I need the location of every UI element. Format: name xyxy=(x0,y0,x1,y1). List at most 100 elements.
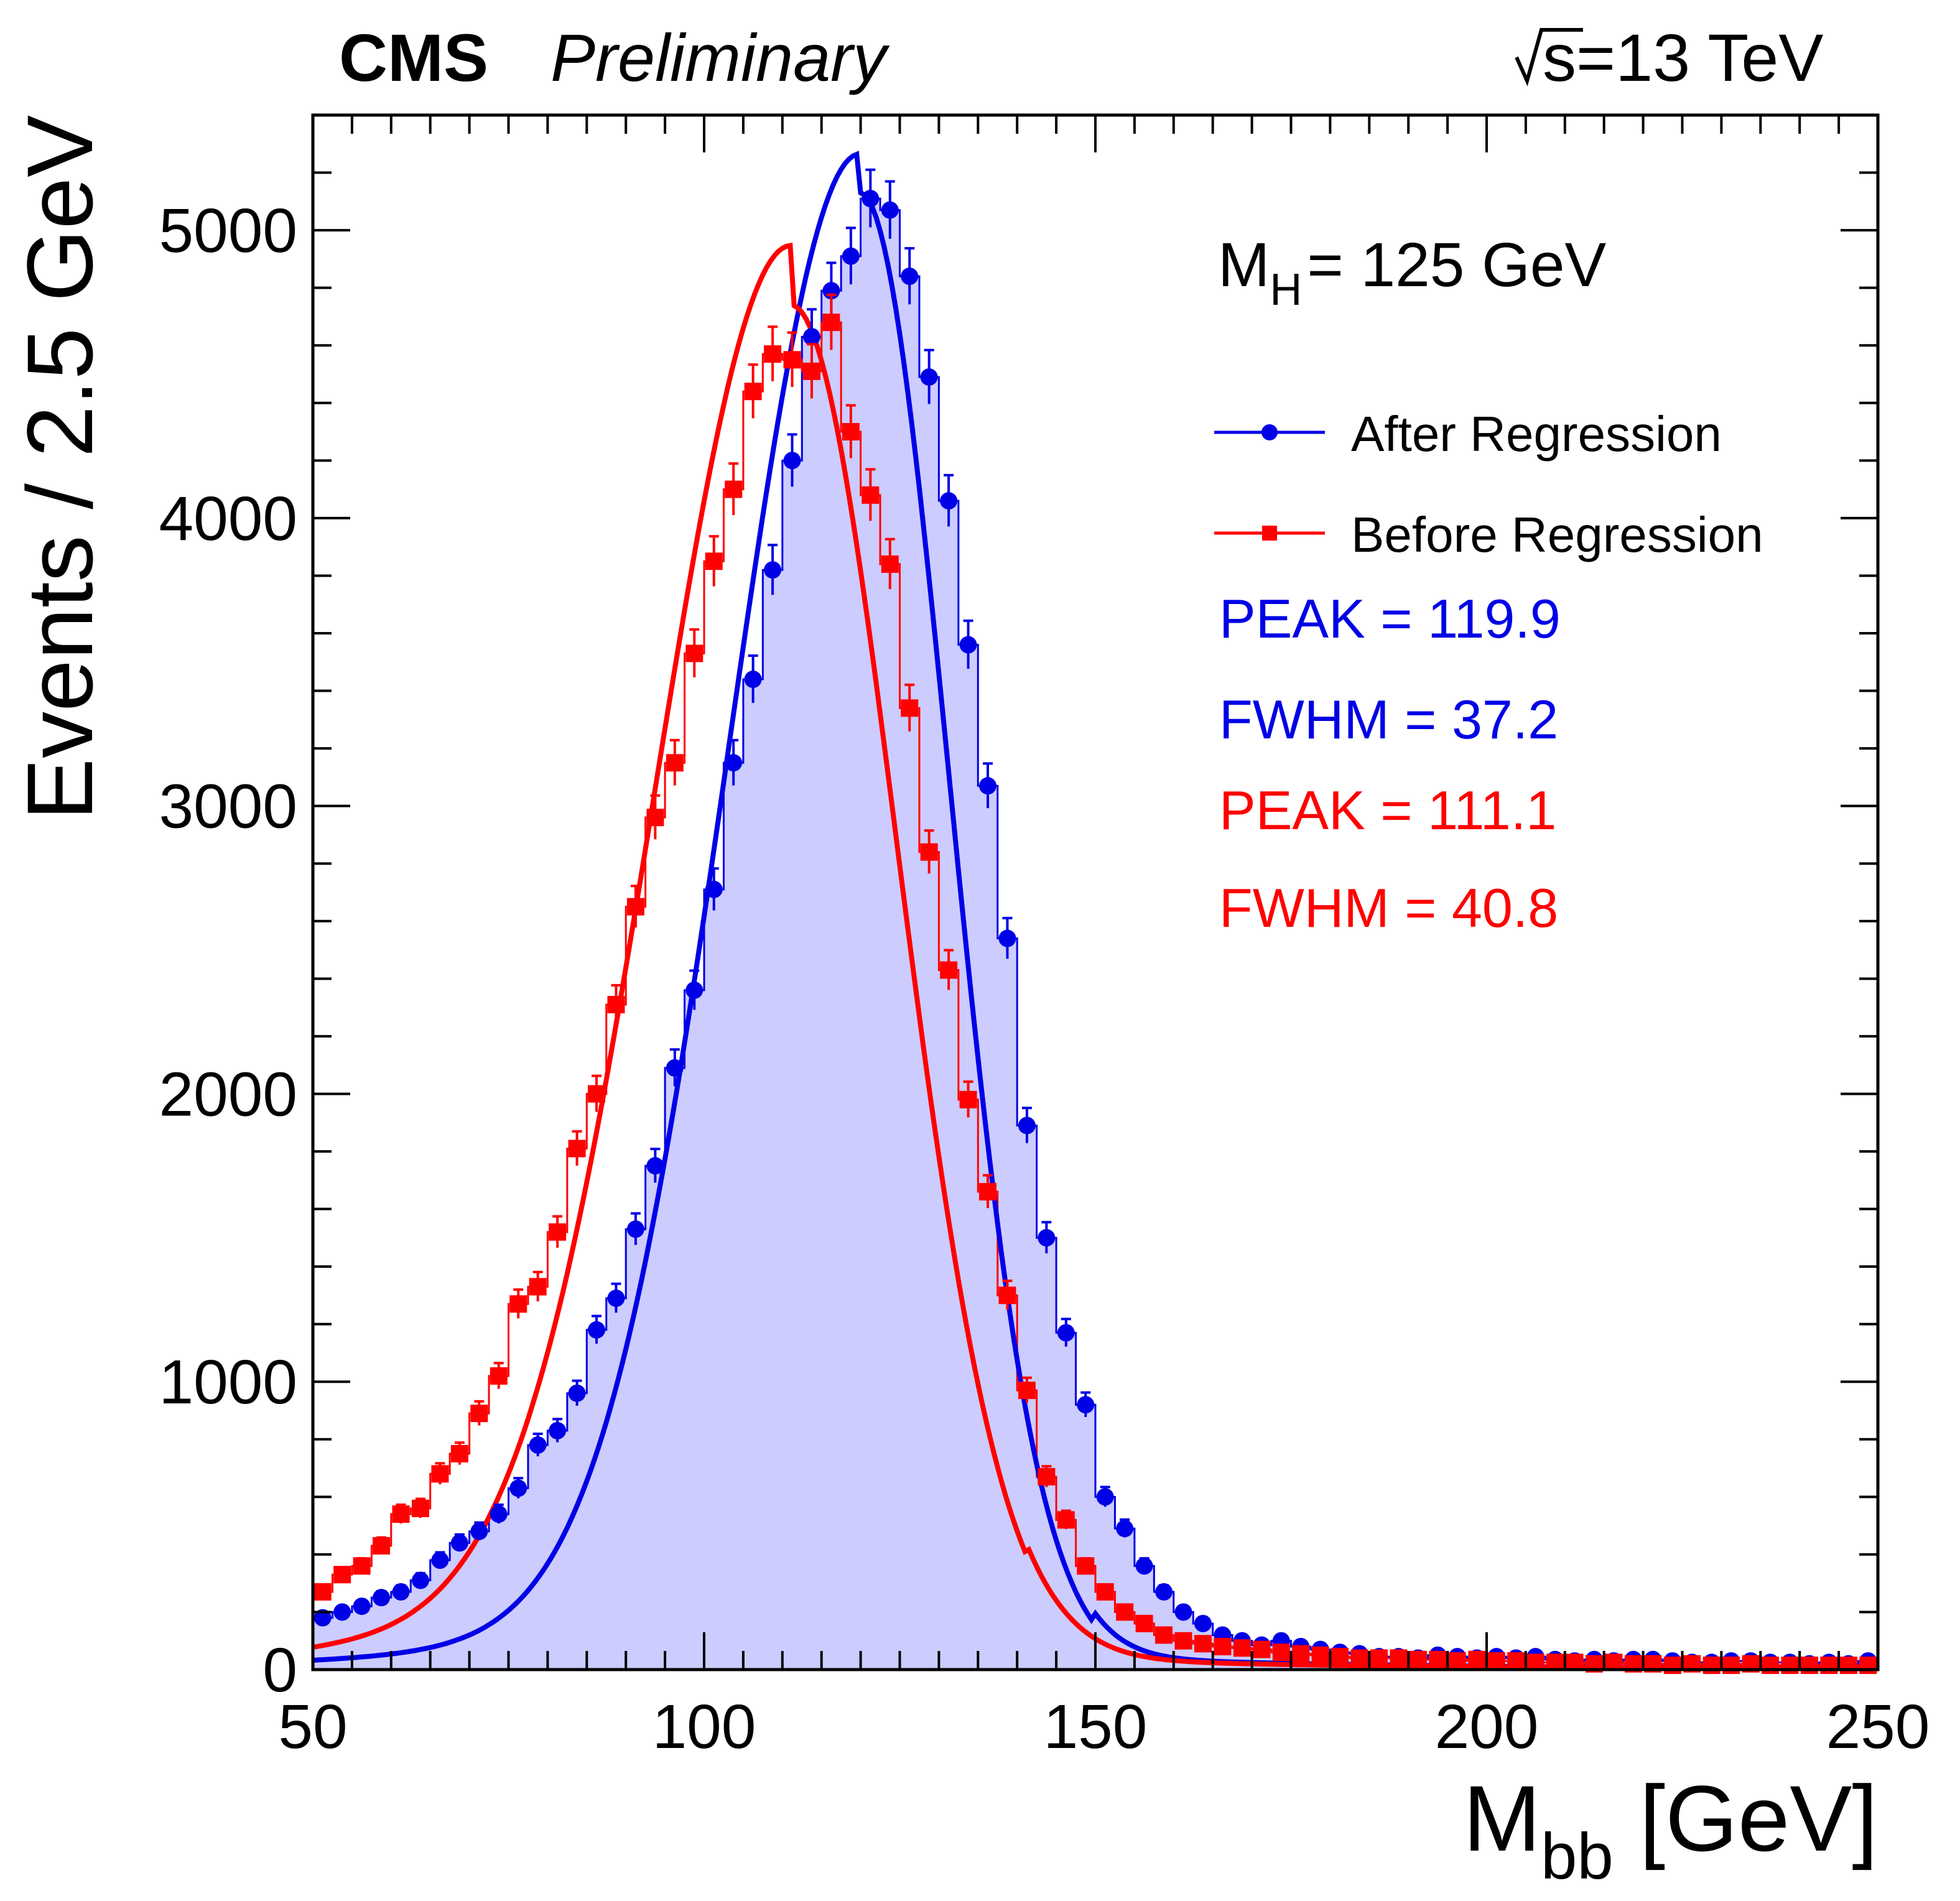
energy-value: =13 TeV xyxy=(1576,20,1823,95)
data-point xyxy=(1174,1632,1192,1650)
legend-before-label: Before Regression xyxy=(1351,507,1763,562)
data-point xyxy=(1839,1657,1857,1675)
data-point xyxy=(1135,1614,1153,1632)
data-point xyxy=(490,1505,508,1523)
data-point xyxy=(881,201,899,219)
data-point xyxy=(725,754,743,772)
data-point xyxy=(646,809,664,827)
after-peak-label: PEAK = 119.9 xyxy=(1219,588,1561,649)
data-point xyxy=(764,345,782,363)
legend-after-marker xyxy=(1261,424,1278,440)
data-point xyxy=(901,267,919,286)
data-point xyxy=(881,555,899,573)
data-point xyxy=(1663,1657,1681,1675)
data-point xyxy=(1018,1382,1036,1400)
x-tick-label: 150 xyxy=(1044,1692,1148,1762)
data-point xyxy=(373,1537,391,1555)
y-axis-title: Events / 2.5 GeV xyxy=(7,115,112,820)
data-point xyxy=(959,1090,977,1109)
data-point xyxy=(588,1321,606,1339)
after-histogram-outline xyxy=(313,197,1878,1665)
data-point xyxy=(646,1157,664,1175)
data-point xyxy=(959,636,977,654)
data-point xyxy=(666,1059,684,1077)
data-point xyxy=(529,1278,547,1296)
x-axis-title: Mbb [GeV] xyxy=(1463,1766,1878,1893)
data-point xyxy=(842,423,860,441)
data-point xyxy=(509,1479,527,1497)
y-tick-label: 4000 xyxy=(159,484,297,554)
data-point xyxy=(1174,1603,1192,1621)
data-point xyxy=(940,492,958,510)
data-point xyxy=(549,1421,567,1439)
data-point xyxy=(529,1436,547,1454)
data-point xyxy=(431,1551,449,1569)
y-tick-label: 3000 xyxy=(159,772,297,842)
data-point xyxy=(1311,1646,1329,1664)
data-point xyxy=(588,1085,606,1103)
x-tick-label: 100 xyxy=(653,1692,756,1762)
data-point xyxy=(626,1220,644,1238)
after-fwhm-label: FWHM = 37.2 xyxy=(1219,689,1558,750)
y-tick-label: 5000 xyxy=(159,196,297,266)
data-point xyxy=(1155,1583,1173,1601)
sqrt-icon xyxy=(1515,28,1583,86)
data-point xyxy=(666,754,684,772)
data-point xyxy=(783,452,801,470)
data-point xyxy=(1018,1117,1036,1135)
before-peak-label: PEAK = 111.1 xyxy=(1219,779,1556,841)
legend-after-label: After Regression xyxy=(1351,406,1722,462)
data-point xyxy=(802,328,820,346)
data-point xyxy=(1781,1657,1799,1675)
x-tick-label: 200 xyxy=(1435,1692,1539,1762)
data-point xyxy=(998,929,1016,947)
data-point xyxy=(392,1505,410,1523)
data-point xyxy=(1038,1229,1056,1247)
data-point xyxy=(1194,1635,1212,1653)
data-point xyxy=(1057,1511,1075,1529)
data-point xyxy=(1722,1657,1740,1675)
data-point xyxy=(822,314,840,332)
data-point xyxy=(1820,1657,1838,1675)
data-point xyxy=(1859,1657,1877,1675)
data-point xyxy=(470,1522,488,1540)
x-tick-label: 50 xyxy=(278,1692,347,1762)
data-point xyxy=(1253,1640,1271,1658)
data-point xyxy=(1487,1652,1505,1670)
data-point xyxy=(1409,1650,1427,1668)
data-point xyxy=(1096,1488,1114,1506)
legend: After Regression Before Regression xyxy=(1214,406,1763,562)
data-point xyxy=(744,671,762,689)
data-point xyxy=(470,1405,488,1423)
data-point xyxy=(764,561,782,579)
data-point xyxy=(411,1571,429,1589)
data-point xyxy=(1135,1557,1153,1575)
data-point xyxy=(450,1444,468,1462)
data-point xyxy=(353,1557,371,1575)
data-point xyxy=(1448,1652,1466,1670)
data-point xyxy=(333,1566,351,1584)
data-point xyxy=(1292,1645,1310,1663)
data-point xyxy=(705,880,723,898)
data-point xyxy=(725,480,743,498)
data-point xyxy=(1233,1639,1251,1657)
mass-annotation: MH= 125 GeV xyxy=(1218,230,1607,315)
data-point xyxy=(431,1465,449,1483)
data-point xyxy=(1702,1657,1721,1675)
data-point xyxy=(862,190,880,208)
data-point xyxy=(1272,1643,1290,1662)
data-point xyxy=(1331,1648,1349,1666)
data-point xyxy=(1077,1396,1095,1414)
data-point xyxy=(333,1603,351,1621)
axes: 50 100 150 200 250 0 1000 2000 3000 4000 5000 xyxy=(159,114,1930,1762)
data-point xyxy=(607,995,625,1013)
data-point xyxy=(1390,1649,1408,1667)
data-point xyxy=(373,1589,391,1607)
data-point xyxy=(685,644,704,662)
data-point xyxy=(979,1183,997,1201)
data-point xyxy=(1468,1650,1486,1668)
data-point xyxy=(1038,1467,1056,1485)
status-label: Preliminary xyxy=(550,20,890,95)
data-point xyxy=(1096,1583,1114,1601)
